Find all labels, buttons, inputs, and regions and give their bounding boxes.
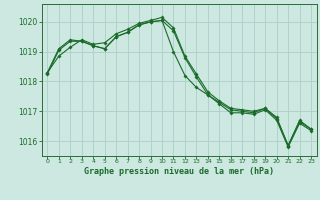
X-axis label: Graphe pression niveau de la mer (hPa): Graphe pression niveau de la mer (hPa) (84, 167, 274, 176)
